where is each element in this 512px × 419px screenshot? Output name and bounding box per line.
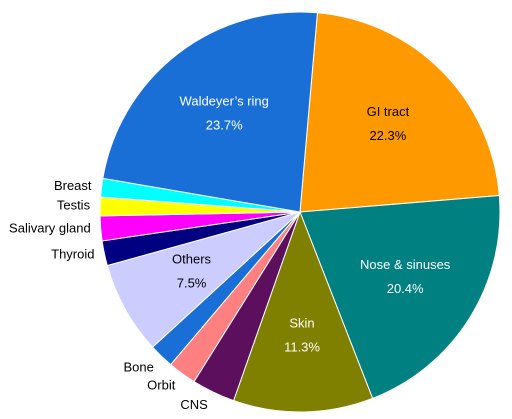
- slice-label: Breast: [54, 178, 92, 193]
- slice-label: GI tract: [367, 104, 410, 119]
- slice-label: Waldeyer’s ring: [180, 93, 269, 108]
- pie-slice: [299, 12, 500, 213]
- value-label: 20.4%: [387, 281, 424, 296]
- slice-label: Thyroid: [51, 246, 94, 261]
- slice-label: Salivary gland: [9, 221, 91, 236]
- slice-label: Testis: [57, 198, 91, 213]
- value-label: 22.3%: [369, 128, 406, 143]
- slice-label: Nose & sinuses: [360, 257, 451, 272]
- slice-label: Others: [172, 252, 212, 267]
- pie-slice: [102, 11, 318, 213]
- slice-label: Skin: [289, 315, 314, 330]
- slice-label: Bone: [123, 359, 153, 374]
- value-label: 23.7%: [206, 117, 243, 132]
- slice-label: Orbit: [147, 377, 176, 392]
- pie-slice: [299, 195, 501, 400]
- value-label: 7.5%: [177, 276, 207, 291]
- value-label: 11.3%: [284, 339, 320, 354]
- slice-label: CNS: [180, 397, 208, 412]
- pie-slice: [232, 210, 374, 413]
